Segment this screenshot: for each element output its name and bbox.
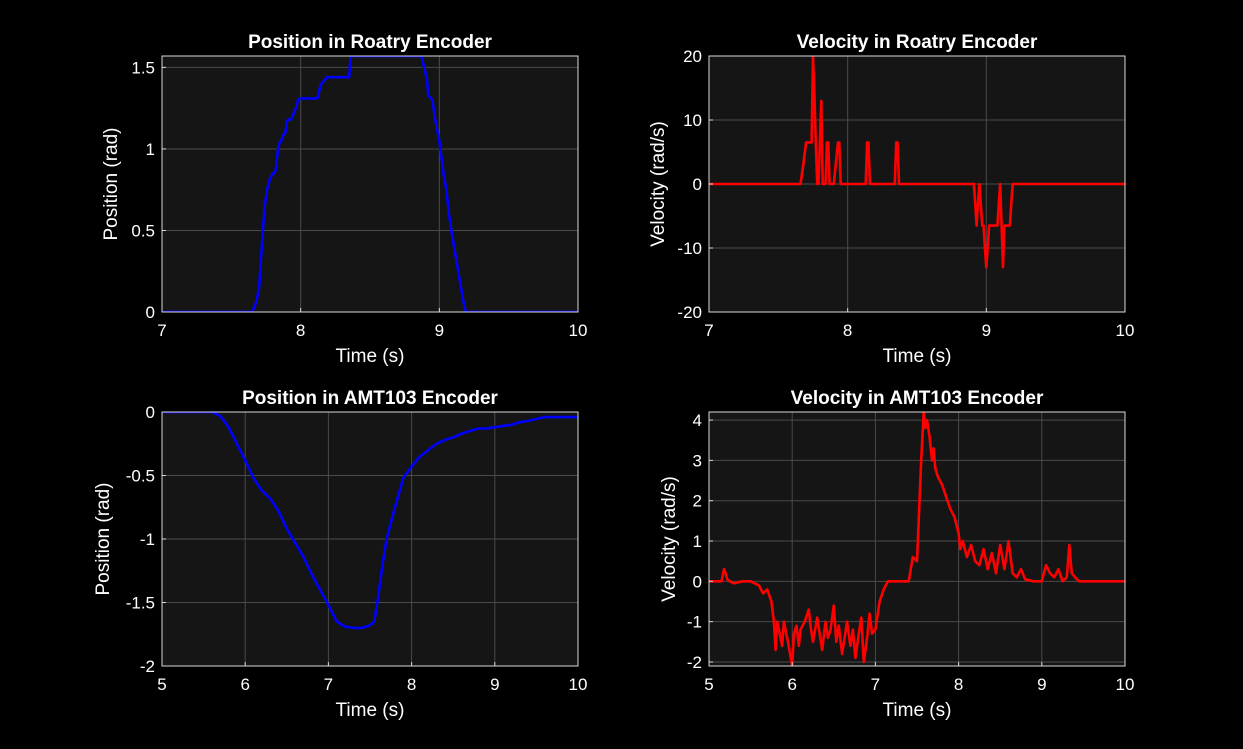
x-tick-label: 7	[871, 675, 880, 694]
series-line	[162, 56, 578, 312]
y-tick-label: -2	[687, 653, 702, 672]
y-tick-label: 1	[693, 532, 702, 551]
plot-area	[162, 56, 578, 312]
x-tick-label: 6	[787, 675, 796, 694]
x-tick-label: 9	[982, 321, 991, 340]
y-tick-label: 0	[146, 403, 155, 422]
x-tick-label: 7	[324, 675, 333, 694]
x-tick-label: 8	[296, 321, 305, 340]
y-axis-label: Position (rad)	[93, 483, 114, 596]
y-tick-label: 0	[693, 175, 702, 194]
x-tick-label: 7	[704, 321, 713, 340]
y-tick-label: 20	[683, 47, 702, 66]
y-tick-label: -1	[140, 530, 155, 549]
y-tick-label: -10	[677, 239, 702, 258]
x-tick-label: 9	[490, 675, 499, 694]
x-tick-label: 10	[569, 321, 588, 340]
y-tick-label: 2	[693, 492, 702, 511]
chart-title: Position in Roatry Encoder	[248, 32, 492, 53]
chart-title: Velocity in Roatry Encoder	[797, 32, 1038, 53]
chart-title: Velocity in AMT103 Encoder	[791, 388, 1044, 409]
x-tick-label: 5	[704, 675, 713, 694]
y-tick-label: -20	[677, 303, 702, 322]
panel-amt103-position: 5 6 7 8 9 10 -2 -1.5 -1 -0.5 0 Position in AMT103 E…	[93, 388, 587, 721]
y-axis-label: Velocity (rad/s)	[648, 121, 669, 247]
y-tick-label: -2	[140, 657, 155, 676]
series-line	[709, 412, 1125, 666]
series-line	[709, 56, 1125, 269]
y-tick-label: -0.5	[126, 467, 155, 486]
x-axis-label: Time (s)	[336, 700, 405, 721]
x-tick-label: 9	[1037, 675, 1046, 694]
x-tick-label: 6	[240, 675, 249, 694]
x-tick-label: 5	[157, 675, 166, 694]
x-tick-label: 8	[843, 321, 852, 340]
panel-rotary-velocity: 7 8 9 10 -20 -10 0 10 20 Velocity in Roatry Encod…	[648, 32, 1134, 367]
y-axis-label: Position (rad)	[101, 128, 122, 241]
y-tick-label: -1.5	[126, 594, 155, 613]
series-line	[162, 412, 578, 630]
x-tick-label: 10	[569, 675, 588, 694]
x-axis-label: Time (s)	[883, 346, 952, 367]
panel-rotary-position: 7 8 9 10 0 0.5 1 1.5 Position in Roatry Encoder T…	[101, 32, 587, 367]
axes-frame	[161, 55, 579, 313]
y-tick-label: 0	[693, 572, 702, 591]
x-tick-label: 8	[954, 675, 963, 694]
x-axis-label: Time (s)	[883, 700, 952, 721]
y-tick-label: 10	[683, 111, 702, 130]
chart-title: Position in AMT103 Encoder	[242, 388, 498, 409]
y-tick-label: 4	[693, 411, 702, 430]
x-tick-label: 8	[407, 675, 416, 694]
x-tick-label: 10	[1116, 675, 1135, 694]
x-tick-label: 9	[435, 321, 444, 340]
y-tick-label: -1	[687, 613, 702, 632]
x-tick-label: 7	[157, 321, 166, 340]
x-tick-label: 10	[1116, 321, 1135, 340]
x-axis-label: Time (s)	[336, 346, 405, 367]
axes-frame	[708, 411, 1126, 667]
y-tick-label: 0	[146, 303, 155, 322]
y-tick-label: 0.5	[131, 221, 155, 240]
y-tick-label: 3	[693, 451, 702, 470]
y-tick-label: 1	[146, 140, 155, 159]
y-axis-label: Velocity (rad/s)	[659, 476, 680, 602]
panel-amt103-velocity: 5 6 7 8 9 10 -2 -1 0 1 2 3 4 Velocity in AMT103 Encod…	[659, 388, 1134, 721]
y-tick-label: 1.5	[131, 58, 155, 77]
